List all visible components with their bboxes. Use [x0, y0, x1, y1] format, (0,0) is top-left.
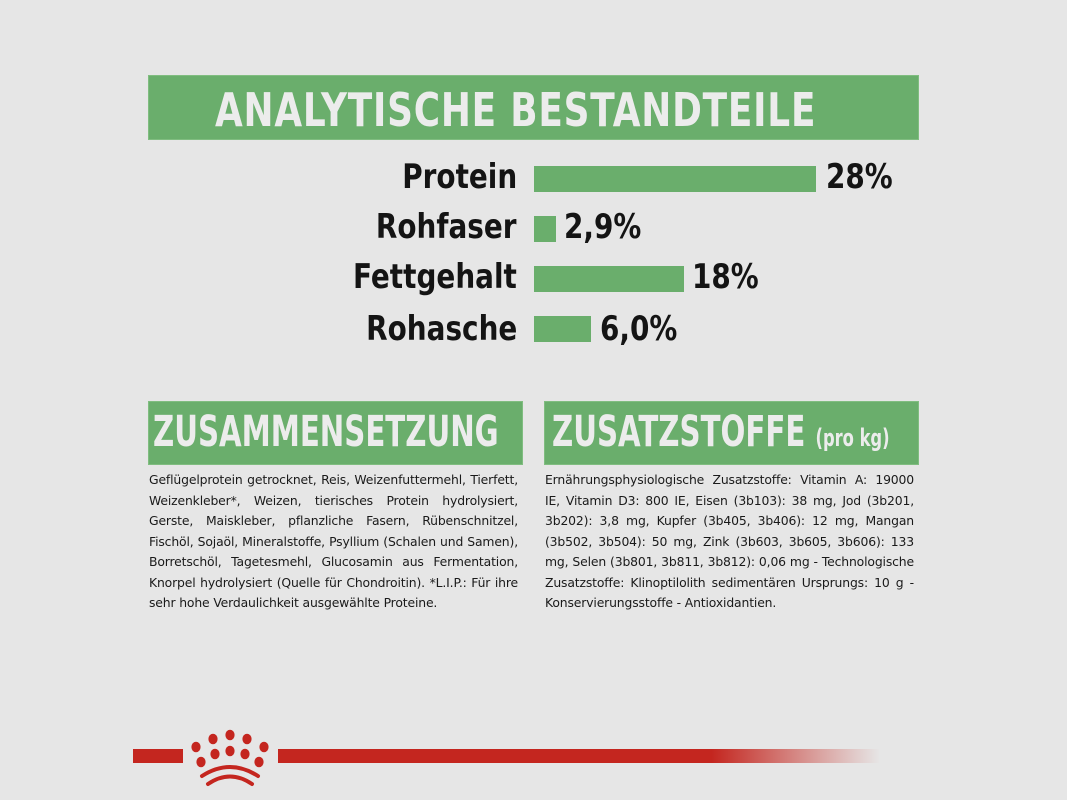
page-title: ANALYTISCHE BESTANDTEILE: [215, 83, 817, 137]
composition-text: Geflügelprotein getrocknet, Reis, Weizen…: [149, 472, 518, 610]
row-value: 2,9%: [564, 207, 642, 247]
bar-protein: [534, 166, 816, 192]
additives-banner: ZUSATZSTOFFE (pro kg): [544, 401, 919, 465]
additives-text: Ernährungsphysiologische Zusatzstoffe: V…: [545, 472, 914, 610]
additives-title-suffix: (pro kg): [815, 424, 890, 452]
footer-line-right: [278, 749, 880, 763]
crown-icon: [191, 729, 269, 786]
row-label: Protein: [402, 157, 517, 197]
row-value: 28%: [826, 157, 893, 197]
row-label: Fettgehalt: [353, 257, 517, 297]
row-label: Rohfaser: [376, 207, 517, 247]
row-label: Rohasche: [365, 309, 517, 349]
additives-title: ZUSATZSTOFFE: [552, 407, 806, 457]
bar-fettgehalt: [534, 266, 684, 292]
bar-rohfaser: [534, 216, 556, 242]
row-value: 6,0%: [600, 309, 678, 349]
additives-title-wrap: ZUSATZSTOFFE (pro kg): [552, 407, 890, 457]
row-value: 18%: [692, 257, 759, 297]
header-banner: ANALYTISCHE BESTANDTEILE: [148, 75, 919, 140]
composition-title: ZUSAMMENSETZUNG: [153, 407, 499, 457]
bar-rohasche: [534, 316, 591, 342]
footer-line-left: [133, 749, 183, 763]
composition-banner: ZUSAMMENSETZUNG: [148, 401, 523, 465]
